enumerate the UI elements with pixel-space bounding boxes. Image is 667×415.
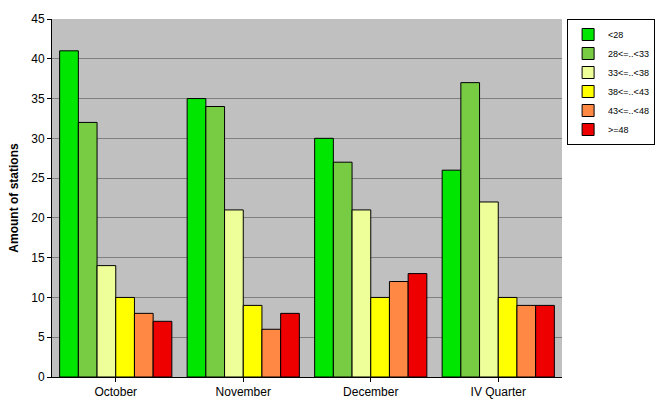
svg-text:45: 45: [31, 12, 45, 26]
svg-text:20: 20: [31, 211, 45, 225]
svg-text:28<=..<33: 28<=..<33: [608, 49, 649, 59]
svg-text:30: 30: [31, 132, 45, 146]
svg-text:IV Quarter: IV Quarter: [471, 385, 526, 399]
svg-text:November: November: [216, 385, 271, 399]
svg-text:10: 10: [31, 291, 45, 305]
svg-text:5: 5: [38, 330, 45, 344]
svg-text:43<=..<48: 43<=..<48: [608, 106, 649, 116]
svg-text:October: October: [94, 385, 137, 399]
svg-text:<28: <28: [608, 30, 623, 40]
svg-text:0: 0: [38, 370, 45, 384]
svg-text:December: December: [343, 385, 398, 399]
svg-text:38<=..<43: 38<=..<43: [608, 87, 649, 97]
svg-text:Amount of stations: Amount of stations: [7, 143, 21, 253]
svg-text:25: 25: [31, 171, 45, 185]
svg-text:35: 35: [31, 92, 45, 106]
svg-text:33<=..<38: 33<=..<38: [608, 68, 649, 78]
svg-text:>=48: >=48: [608, 125, 629, 135]
svg-text:40: 40: [31, 52, 45, 66]
svg-text:15: 15: [31, 251, 45, 265]
